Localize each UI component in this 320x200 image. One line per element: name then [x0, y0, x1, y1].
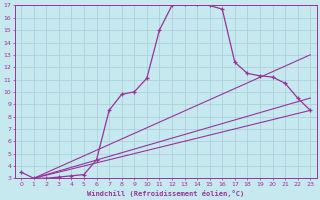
X-axis label: Windchill (Refroidissement éolien,°C): Windchill (Refroidissement éolien,°C): [87, 190, 244, 197]
